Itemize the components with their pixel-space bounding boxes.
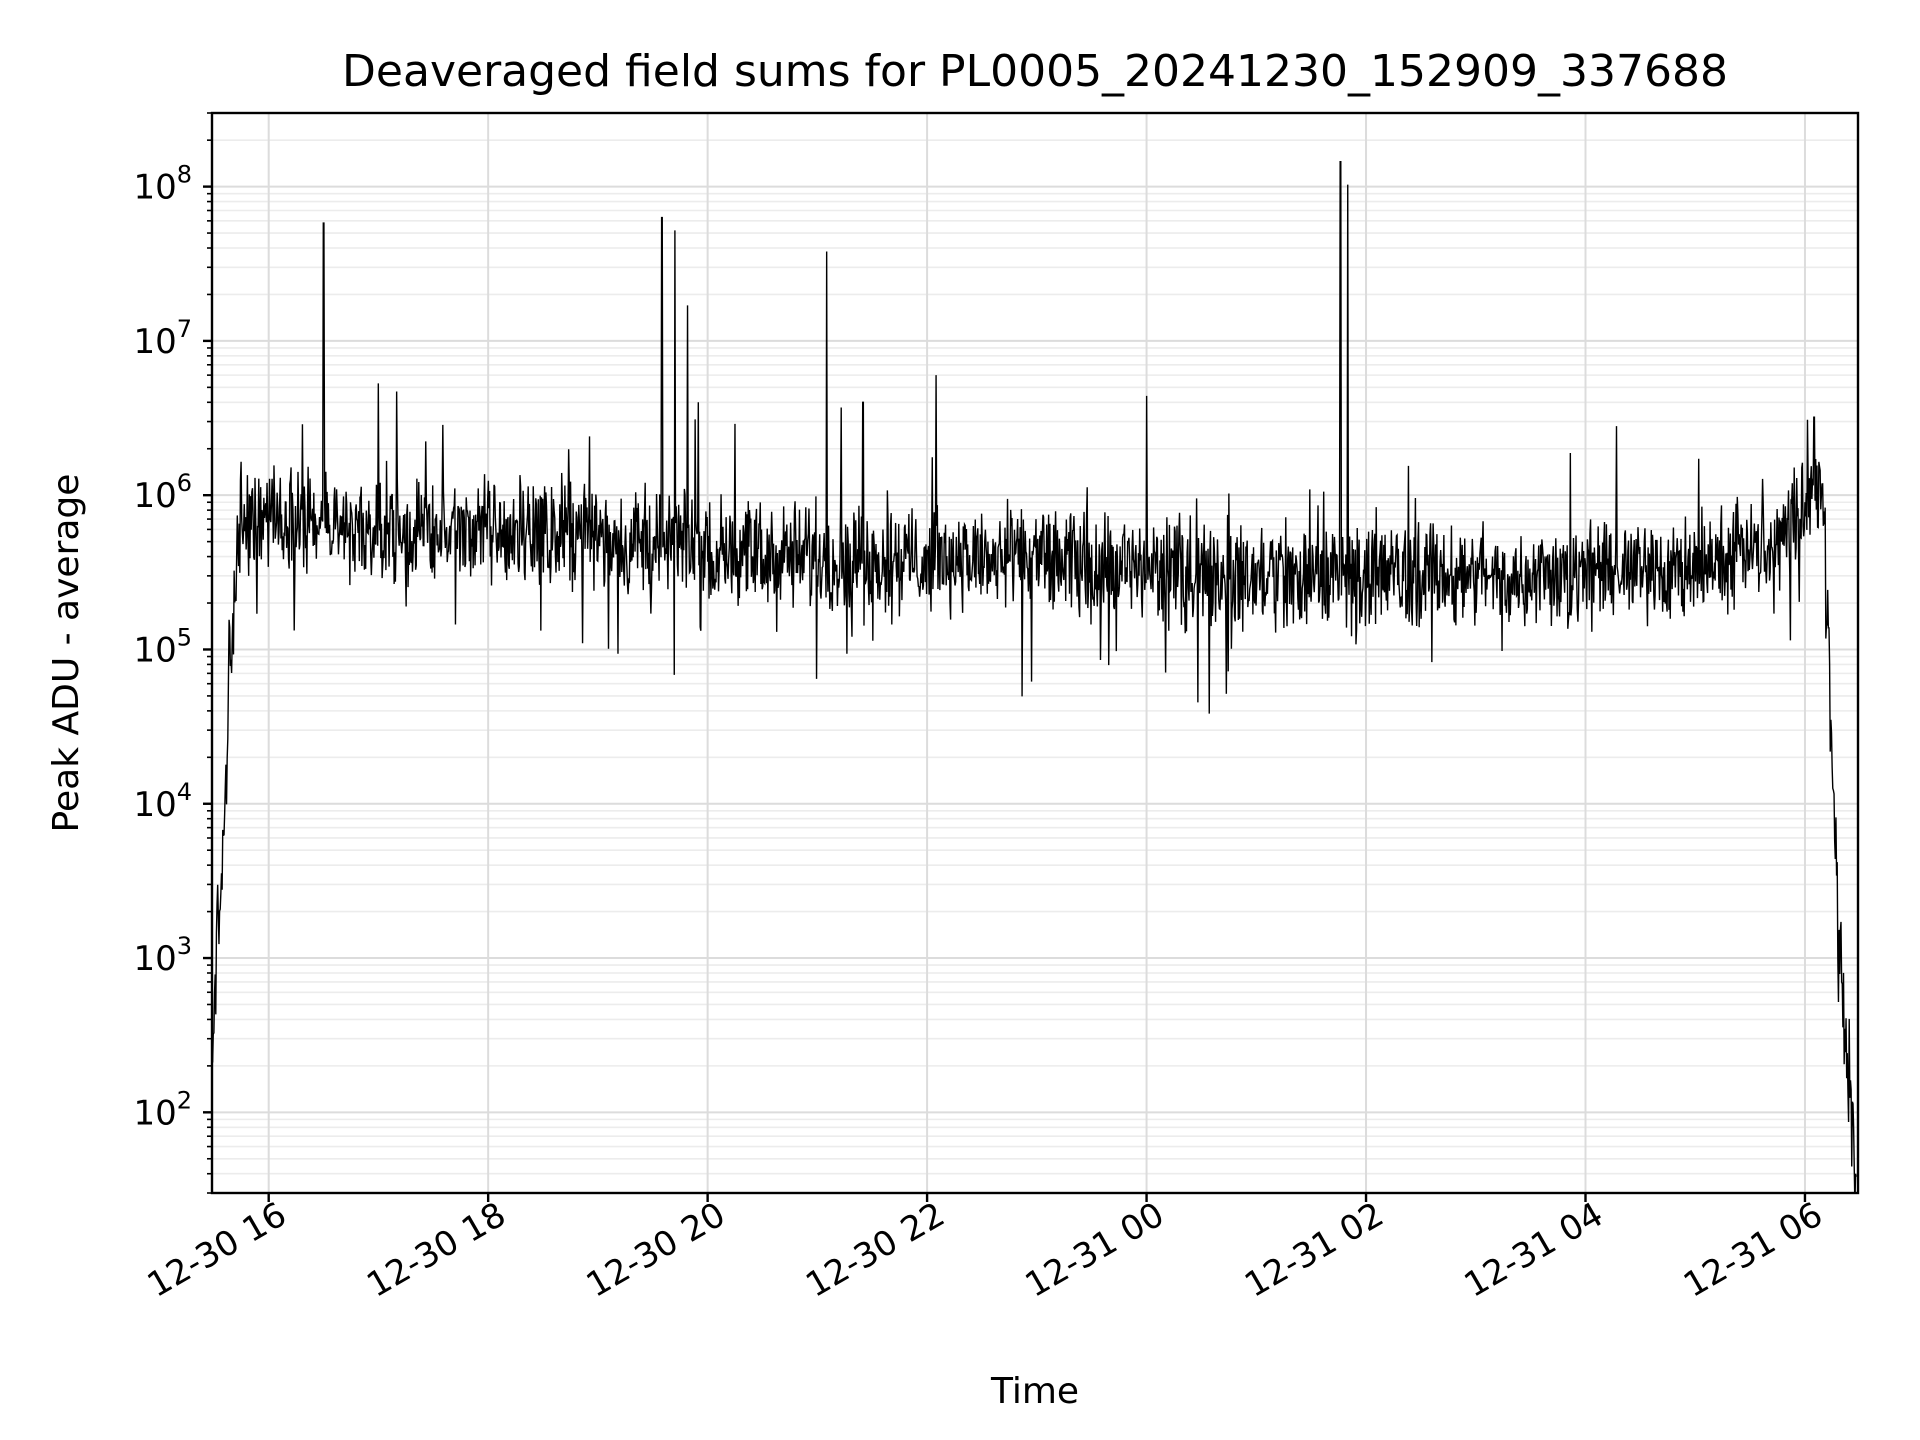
x-axis-label: Time	[990, 1371, 1079, 1412]
grid	[212, 112, 1858, 1194]
y-tick-label: 106	[133, 469, 192, 516]
series-layer	[212, 161, 1857, 1193]
x-tick-label: 12-31 02	[1238, 1195, 1390, 1306]
x-tick-label: 12-31 06	[1677, 1195, 1829, 1306]
x-tick-label: 12-31 04	[1458, 1195, 1610, 1306]
chart-title: Deaveraged field sums for PL0005_2024123…	[342, 46, 1728, 97]
y-tick-label: 104	[133, 778, 192, 825]
y-tick-label: 107	[133, 315, 192, 362]
x-tick-label: 12-30 22	[799, 1195, 951, 1306]
x-tick-label: 12-30 20	[580, 1195, 732, 1306]
x-tick-label: 12-30 16	[141, 1195, 293, 1306]
y-tick-label: 102	[133, 1086, 192, 1133]
y-tick-label: 103	[133, 932, 192, 979]
y-axis-label: Peak ADU - average	[46, 474, 87, 833]
plot-frame	[210, 111, 1860, 1195]
y-tick-label: 105	[133, 623, 192, 670]
x-tick-label: 12-30 18	[360, 1195, 512, 1306]
x-tick-label: 12-31 00	[1019, 1195, 1171, 1306]
series-line-0	[212, 161, 1857, 1193]
y-tick-label: 108	[133, 161, 192, 208]
